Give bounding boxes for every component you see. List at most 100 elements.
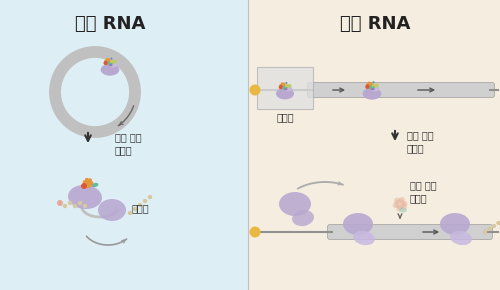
Circle shape (286, 82, 288, 84)
Circle shape (392, 202, 398, 208)
Text: 원형 RNA: 원형 RNA (75, 15, 145, 33)
FancyArrowPatch shape (423, 230, 438, 234)
Circle shape (488, 227, 492, 231)
Circle shape (104, 59, 107, 62)
Circle shape (280, 83, 285, 88)
Circle shape (368, 86, 372, 89)
FancyArrowPatch shape (333, 88, 344, 92)
Text: 리보솜: 리보솜 (132, 203, 150, 213)
FancyArrowPatch shape (392, 131, 398, 139)
Circle shape (73, 204, 77, 208)
Ellipse shape (399, 208, 407, 213)
Circle shape (394, 197, 400, 204)
Ellipse shape (98, 199, 126, 221)
Circle shape (104, 62, 108, 64)
Circle shape (282, 87, 284, 89)
Circle shape (108, 58, 110, 61)
Circle shape (84, 180, 91, 186)
Circle shape (106, 59, 110, 64)
FancyBboxPatch shape (308, 82, 494, 97)
Circle shape (366, 85, 370, 88)
Ellipse shape (109, 64, 112, 66)
Circle shape (278, 85, 283, 89)
Text: 엑손 접합
복합체: 엑손 접합 복합체 (115, 132, 141, 155)
Circle shape (400, 204, 406, 210)
Circle shape (372, 81, 374, 84)
Ellipse shape (284, 88, 288, 90)
Ellipse shape (353, 231, 375, 245)
Circle shape (110, 57, 112, 60)
Ellipse shape (109, 60, 116, 65)
Circle shape (282, 85, 288, 90)
Circle shape (106, 62, 110, 65)
Circle shape (89, 183, 93, 187)
Ellipse shape (110, 60, 113, 63)
Circle shape (104, 61, 108, 65)
Circle shape (496, 221, 500, 225)
FancyBboxPatch shape (328, 224, 492, 240)
Circle shape (84, 183, 87, 187)
Ellipse shape (343, 213, 373, 235)
Ellipse shape (100, 64, 119, 76)
Circle shape (67, 64, 123, 120)
Text: 엑손 접합
복합체: 엑손 접합 복합체 (407, 130, 434, 153)
Circle shape (88, 178, 92, 182)
Circle shape (280, 84, 282, 86)
Circle shape (68, 201, 72, 205)
Ellipse shape (279, 192, 311, 216)
Circle shape (395, 199, 405, 209)
Ellipse shape (281, 84, 292, 91)
Circle shape (283, 83, 286, 85)
Circle shape (90, 181, 94, 185)
FancyBboxPatch shape (257, 67, 313, 109)
Circle shape (57, 200, 63, 206)
Circle shape (82, 180, 86, 184)
Circle shape (365, 84, 370, 89)
Circle shape (370, 82, 372, 85)
Ellipse shape (440, 213, 470, 235)
Circle shape (143, 199, 147, 203)
Circle shape (148, 195, 152, 199)
Ellipse shape (68, 185, 102, 209)
Ellipse shape (372, 84, 376, 87)
Circle shape (402, 201, 407, 207)
Circle shape (399, 197, 405, 203)
Circle shape (366, 83, 369, 86)
Ellipse shape (292, 210, 314, 226)
Circle shape (371, 84, 374, 87)
FancyBboxPatch shape (0, 0, 248, 290)
Ellipse shape (285, 84, 288, 87)
FancyArrowPatch shape (122, 240, 126, 243)
Circle shape (63, 204, 67, 208)
Ellipse shape (106, 60, 118, 67)
FancyBboxPatch shape (248, 0, 500, 290)
Text: 리보솜: 리보솜 (276, 112, 294, 122)
Circle shape (85, 178, 89, 182)
Circle shape (108, 61, 112, 66)
FancyArrowPatch shape (418, 88, 434, 92)
Circle shape (370, 85, 374, 90)
FancyArrowPatch shape (85, 133, 91, 141)
Circle shape (367, 83, 372, 88)
Circle shape (281, 82, 283, 85)
FancyArrowPatch shape (119, 122, 123, 125)
Ellipse shape (371, 84, 379, 88)
Circle shape (483, 230, 487, 234)
Ellipse shape (450, 231, 472, 245)
FancyArrowPatch shape (338, 182, 342, 185)
Circle shape (133, 207, 137, 211)
Circle shape (106, 58, 108, 61)
Ellipse shape (92, 183, 98, 187)
Circle shape (396, 205, 402, 211)
Ellipse shape (368, 84, 380, 91)
Circle shape (83, 204, 87, 208)
Text: 엑손 접합
복합체: 엑손 접합 복합체 (410, 180, 436, 203)
Circle shape (81, 183, 87, 189)
Circle shape (108, 61, 111, 64)
Circle shape (492, 224, 496, 228)
FancyArrowPatch shape (398, 214, 402, 218)
Circle shape (128, 211, 132, 215)
Ellipse shape (276, 88, 294, 99)
Circle shape (250, 226, 260, 238)
Circle shape (78, 201, 82, 205)
